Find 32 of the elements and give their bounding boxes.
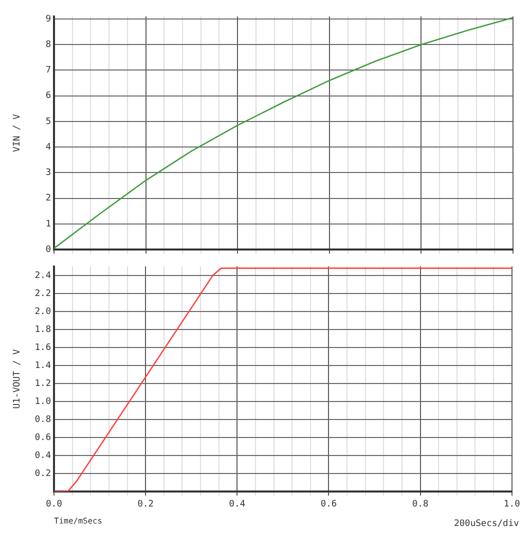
x-tick-label: 0.8 [412, 499, 428, 510]
y-tick-label: 5 [46, 116, 51, 127]
x-tick-label: 0.0 [46, 499, 62, 510]
y-tick-label: 0.4 [34, 450, 51, 461]
y-tick-label: 2.4 [34, 270, 51, 281]
y-axis-title: VIN / V [12, 113, 23, 152]
y-axis-title: U1-VOUT / V [12, 348, 23, 409]
y-tick-label: 0.2 [34, 468, 51, 479]
y-tick-label: 1.2 [34, 378, 51, 389]
y-tick-label: 2.2 [34, 288, 51, 299]
y-tick-label: 1.0 [34, 396, 51, 407]
y-tick-label: 2.0 [34, 306, 51, 317]
y-tick-label: 4 [46, 142, 51, 152]
y-tick-label: 3 [46, 168, 51, 178]
y-tick-label: 0.6 [34, 432, 51, 443]
y-tick-label: 9 [46, 14, 51, 24]
x-tick-label: 0.4 [229, 499, 246, 510]
y-tick-label: 1 [46, 219, 51, 230]
y-tick-label: 0 [46, 244, 51, 255]
x-tick-label: 1.0 [504, 499, 520, 510]
y-tick-label: 7 [46, 66, 51, 76]
y-tick-label: 2 [46, 194, 51, 204]
y-tick-label: 1.8 [34, 324, 51, 335]
x-tick-label: 0.6 [320, 499, 337, 510]
y-tick-label: 1.4 [34, 360, 51, 371]
y-tick-label: 0.8 [34, 414, 51, 425]
text: 200uSecs/div [454, 518, 519, 529]
y-tick-label: 8 [46, 40, 51, 50]
x-axis-title: Time/mSecs [54, 516, 102, 526]
y-tick-label: 1.6 [34, 342, 51, 353]
y-tick-label: 6 [46, 91, 51, 102]
x-tick-label: 0.2 [137, 499, 154, 510]
